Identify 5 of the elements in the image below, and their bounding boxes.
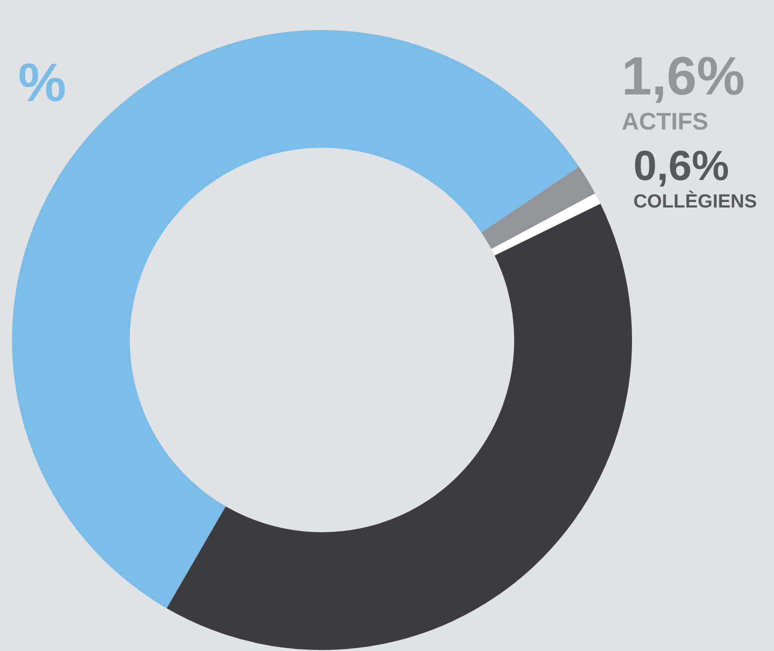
- data-label: %: [18, 53, 66, 114]
- slice-label: ACTIFS: [622, 108, 708, 136]
- data-label: 0,6%: [633, 142, 730, 190]
- slice-label: COLLÈGIENS: [633, 190, 757, 213]
- data-label: 1,6%: [622, 46, 745, 106]
